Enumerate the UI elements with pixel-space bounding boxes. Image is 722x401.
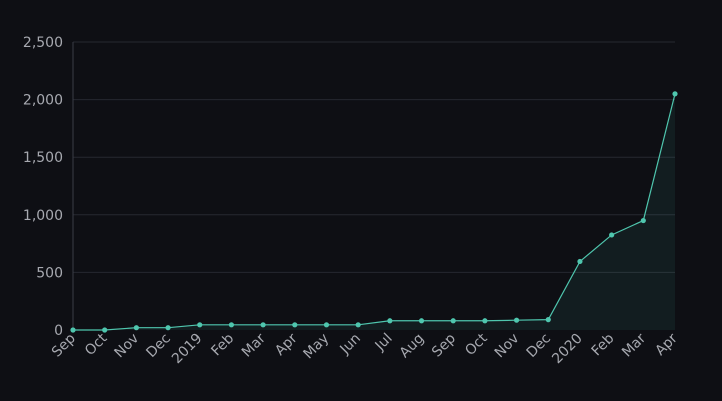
x-tick-label: Oct xyxy=(462,330,491,359)
data-point xyxy=(133,325,139,331)
x-tick-label: Oct xyxy=(82,330,111,359)
data-point xyxy=(228,322,235,328)
data-point xyxy=(102,327,108,333)
x-tick-label: Aug xyxy=(397,331,428,362)
data-point xyxy=(323,322,330,328)
data-point xyxy=(70,327,76,333)
data-point xyxy=(387,318,393,324)
data-points xyxy=(70,91,678,333)
y-axis-tick-labels: 0 500 1,000 1,500 2,000 2,500 xyxy=(23,35,63,339)
x-tick-label: Feb xyxy=(208,330,237,359)
y-tick-label: 1,000 xyxy=(23,208,63,224)
x-tick-label: Jul xyxy=(372,331,396,355)
y-tick-label: 2,000 xyxy=(23,93,63,109)
y-tick-label: 2,500 xyxy=(23,35,63,51)
x-tick-label: Jun xyxy=(336,331,363,358)
series-area-fill xyxy=(73,93,675,330)
data-point xyxy=(165,325,171,331)
x-tick-label: May xyxy=(301,331,333,363)
x-tick-label: Sep xyxy=(429,330,459,360)
data-point xyxy=(482,318,488,324)
y-tick-label: 1,500 xyxy=(23,150,63,166)
data-point xyxy=(355,322,361,328)
y-tick-label: 500 xyxy=(36,265,63,281)
x-tick-label: Apr xyxy=(272,330,301,359)
data-point xyxy=(672,91,678,97)
data-point xyxy=(197,322,203,328)
x-tick-label: Mar xyxy=(619,330,649,360)
data-point xyxy=(450,318,456,324)
x-tick-label: Feb xyxy=(589,330,618,359)
data-point xyxy=(260,322,266,328)
data-point xyxy=(418,318,425,324)
data-point xyxy=(640,217,646,224)
y-tick-label: 0 xyxy=(54,323,63,339)
x-tick-label: Nov xyxy=(112,331,143,362)
data-point xyxy=(513,317,520,323)
grid-lines xyxy=(73,41,675,273)
series-line xyxy=(73,93,676,331)
x-tick-label: 2020 xyxy=(549,331,586,368)
x-tick-label: 2019 xyxy=(169,331,206,368)
x-tick-label: Mar xyxy=(239,330,269,360)
data-point xyxy=(577,258,583,265)
x-tick-label: Nov xyxy=(492,331,523,362)
data-point xyxy=(609,232,615,238)
data-point xyxy=(292,322,298,328)
data-point xyxy=(545,317,551,323)
x-tick-label: Apr xyxy=(652,330,681,359)
